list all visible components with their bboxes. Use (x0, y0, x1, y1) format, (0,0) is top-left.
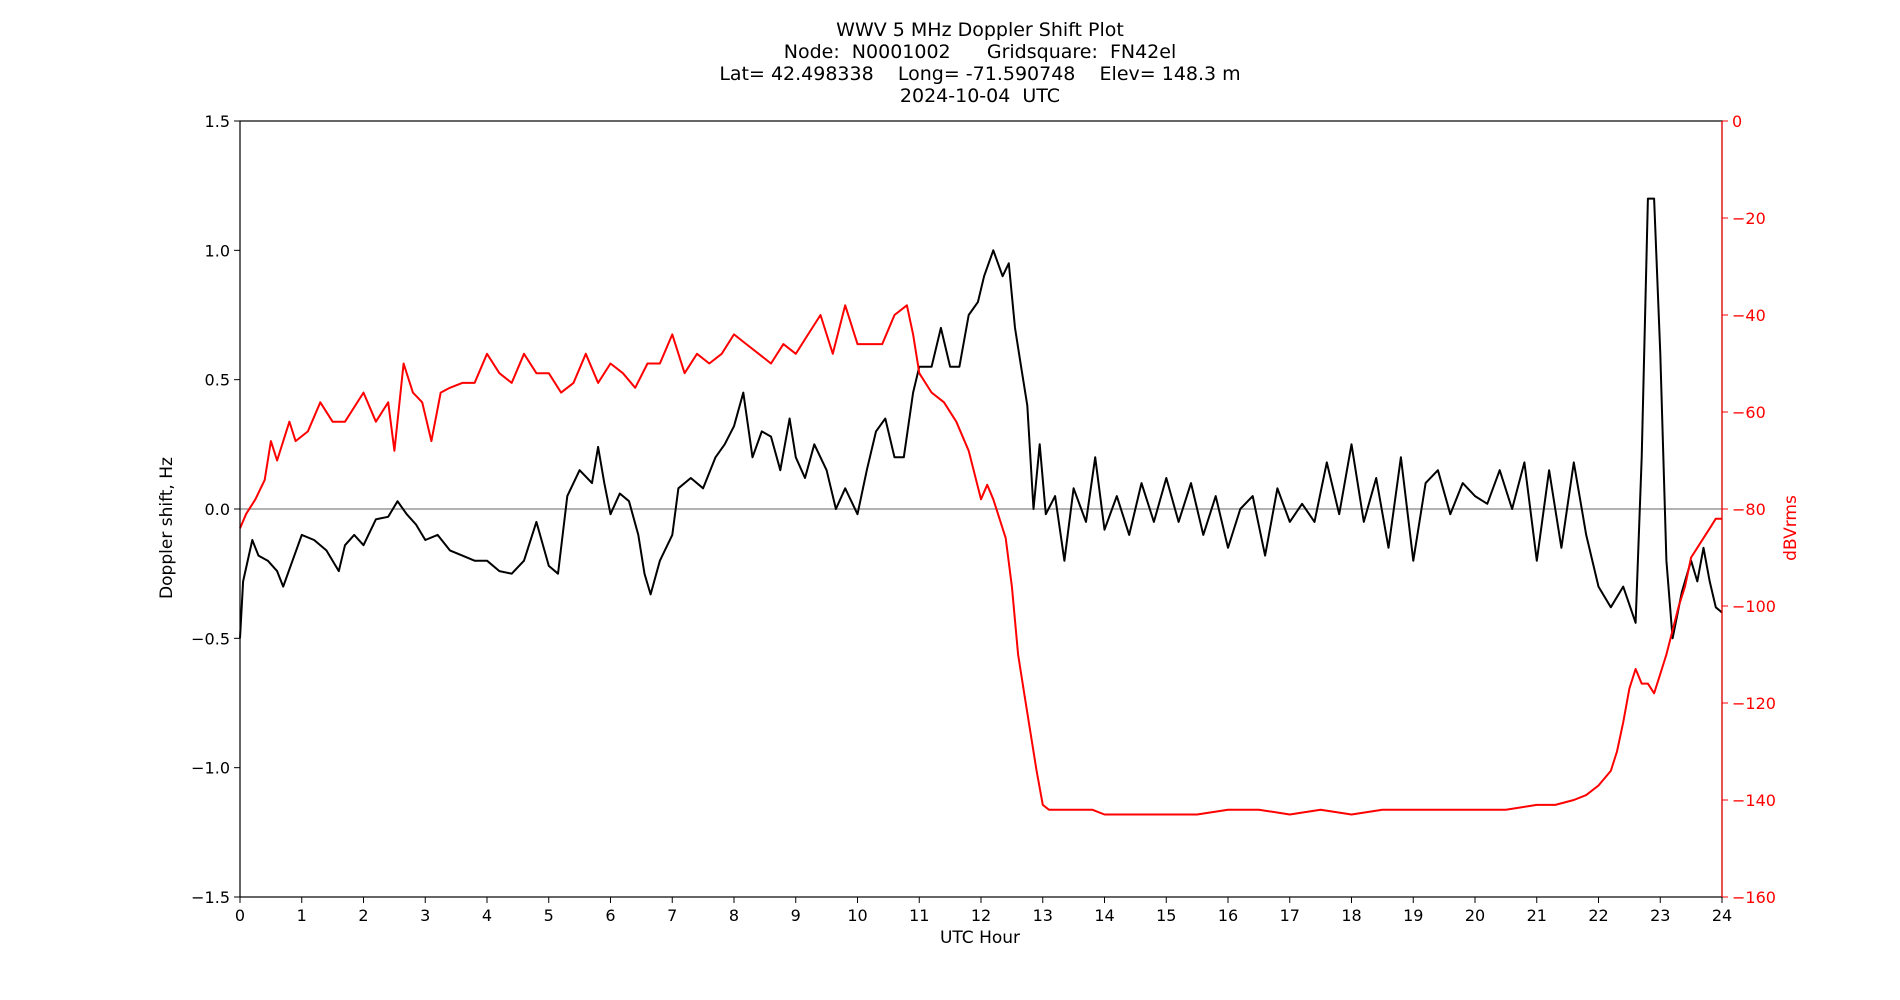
x-tick-label: 1 (297, 906, 307, 925)
x-tick-label: 8 (729, 906, 739, 925)
x-tick-label: 5 (544, 906, 554, 925)
x-axis-label: UTC Hour (940, 928, 1020, 948)
x-ticks: 0 1 2 3 4 5 6 7 8 9 10 11 12 13 14 15 16 17 18 19 20 21 22 23 24 (235, 897, 1732, 925)
y-right-tick-label: −80 (1732, 500, 1766, 519)
chart-title: WWV 5 MHz Doppler Shift Plot Node: N0001… (719, 19, 1240, 107)
x-tick-label: 16 (1218, 906, 1238, 925)
y-left-tick-label: 0.5 (205, 371, 230, 390)
title-line-3: Lat= 42.498338 Long= -71.590748 Elev= 14… (719, 63, 1240, 85)
y-left-tick-label: −0.5 (191, 629, 230, 648)
x-tick-label: 18 (1341, 906, 1361, 925)
power-series-line (239, 304, 1722, 816)
x-tick-label: 23 (1650, 906, 1670, 925)
title-line-1: WWV 5 MHz Doppler Shift Plot (836, 19, 1124, 41)
x-tick-label: 19 (1403, 906, 1423, 925)
x-tick-label: 20 (1465, 906, 1485, 925)
x-tick-label: 22 (1588, 906, 1608, 925)
x-tick-label: 17 (1280, 906, 1300, 925)
y-right-tick-label: −100 (1732, 597, 1776, 616)
x-tick-label: 2 (358, 906, 368, 925)
y-left-tick-label: 1.5 (205, 112, 230, 131)
x-tick-label: 12 (971, 906, 991, 925)
y-ticks-left: 1.5 1.0 0.5 0.0 −0.5 −1.0 −1.5 (191, 112, 240, 907)
title-line-2: Node: N0001002 Gridsquare: FN42el (784, 41, 1177, 63)
y-right-tick-label: 0 (1732, 112, 1742, 131)
x-tick-label: 24 (1712, 906, 1732, 925)
x-tick-label: 0 (235, 906, 245, 925)
x-tick-label: 4 (482, 906, 492, 925)
x-tick-label: 7 (667, 906, 677, 925)
series-layer (239, 197, 1723, 816)
x-tick-label: 13 (1033, 906, 1053, 925)
x-tick-label: 21 (1527, 906, 1547, 925)
x-tick-label: 6 (605, 906, 615, 925)
y-left-tick-label: −1.5 (191, 888, 230, 907)
y-left-tick-label: 0.0 (205, 500, 230, 519)
x-tick-label: 15 (1156, 906, 1176, 925)
x-tick-label: 10 (847, 906, 867, 925)
y-right-tick-label: −60 (1732, 403, 1766, 422)
title-line-4: 2024-10-04 UTC (900, 85, 1060, 107)
y-right-tick-label: −160 (1732, 888, 1776, 907)
y-right-tick-label: −120 (1732, 694, 1776, 713)
x-tick-label: 14 (1094, 906, 1114, 925)
y-left-tick-label: 1.0 (205, 241, 230, 260)
y-axis-right-label: dBVrms (1781, 495, 1801, 561)
doppler-series-line (239, 197, 1723, 640)
y-right-tick-label: −140 (1732, 791, 1776, 810)
x-tick-label: 3 (420, 906, 430, 925)
y-right-tick-label: −20 (1732, 209, 1766, 228)
x-tick-label: 9 (791, 906, 801, 925)
y-ticks-right: 0 −20 −40 −60 −80 −100 −120 −140 −160 (1722, 112, 1776, 907)
x-tick-label: 11 (909, 906, 929, 925)
y-left-tick-label: −1.0 (191, 759, 230, 778)
y-axis-left-label: Doppler shift, Hz (157, 457, 177, 599)
y-right-tick-label: −40 (1732, 306, 1766, 325)
